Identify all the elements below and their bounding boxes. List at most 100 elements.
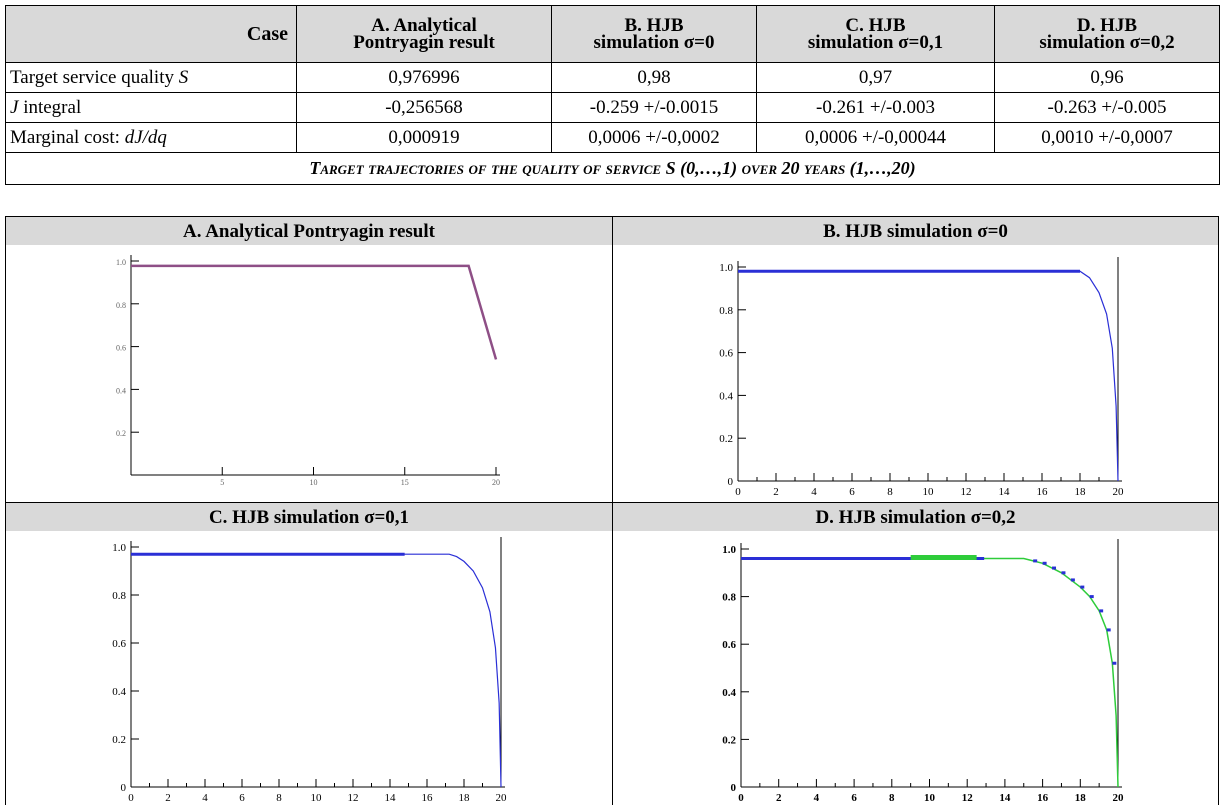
table-cell: 0,976996 <box>297 63 552 93</box>
table-cell: -0.263 +/-0.005 <box>995 93 1220 123</box>
y-tick-label: 1.0 <box>722 544 736 556</box>
y-tick-label: 0.6 <box>116 344 126 353</box>
y-tick-label: 0.8 <box>116 301 126 310</box>
series-line <box>738 271 1118 481</box>
panel-d: 0 2 4 6 8 10 12 14 16 18 20 0 0.2 0.4 0.6 0.8 1.0 <box>612 531 1219 805</box>
y-tick-label: 0 <box>121 782 127 794</box>
x-tick-label: 6 <box>851 792 857 804</box>
table-row: Target service quality S 0,976996 0,98 0… <box>6 63 1220 93</box>
x-tick-label: 20 <box>496 792 508 804</box>
table-cell: 0,98 <box>552 63 757 93</box>
x-tick-label: 4 <box>814 792 820 804</box>
row-label-text: Marginal cost: <box>10 127 125 148</box>
panel-c: 0 2 4 6 8 10 12 14 16 18 20 0 0.2 0.4 0.6 0.8 1.0 <box>5 531 613 805</box>
x-tick-label: 14 <box>999 792 1011 804</box>
row-label: Marginal cost: dJ/dq <box>6 123 297 153</box>
series-line <box>131 266 496 360</box>
x-tick-label: 0 <box>735 486 741 498</box>
panel-a: 5 10 15 20 0.2 0.4 0.6 0.8 1.0 <box>5 245 613 503</box>
x-tick-label: 20 <box>492 478 500 487</box>
header-a-line2: Pontryagin result <box>353 32 495 53</box>
series-line <box>131 554 501 787</box>
series-line <box>741 559 1118 787</box>
header-b-line2: simulation σ=0 <box>594 32 715 53</box>
header-b: B. HJB simulation σ=0 <box>552 6 757 63</box>
x-tick-label: 10 <box>923 486 935 498</box>
table-row: J integral -0,256568 -0.259 +/-0.0015 -0… <box>6 93 1220 123</box>
x-tick-label: 10 <box>311 792 323 804</box>
chart-c: 0 2 4 6 8 10 12 14 16 18 20 0 0.2 0.4 0.6 0.8 1.0 <box>6 531 612 805</box>
x-tick-label: 5 <box>220 478 224 487</box>
header-case: Case <box>6 6 297 63</box>
x-tick-label: 16 <box>1037 486 1049 498</box>
x-tick-label: 18 <box>459 792 471 804</box>
x-tick-label: 18 <box>1075 486 1087 498</box>
x-tick-label: 6 <box>849 486 855 498</box>
x-tick-label: 2 <box>776 792 782 804</box>
x-tick-label: 8 <box>887 486 893 498</box>
x-tick-label: 0 <box>738 792 744 804</box>
x-tick-label: 2 <box>773 486 779 498</box>
section-title-row: Target trajectories of the quality of se… <box>6 153 1220 185</box>
x-tick-label: 0 <box>128 792 134 804</box>
chart-a: 5 10 15 200.20.40.60.81.0 <box>6 245 612 503</box>
y-tick-label: 0.4 <box>719 390 733 402</box>
y-tick-label: 0.4 <box>116 386 126 395</box>
table-cell: -0,256568 <box>297 93 552 123</box>
y-tick-label: 1.0 <box>116 258 126 267</box>
table-cell: 0,97 <box>757 63 995 93</box>
header-d-line2: simulation σ=0,2 <box>1039 32 1174 53</box>
section-title: Target trajectories of the quality of se… <box>6 153 1220 185</box>
table-cell: 0,0006 +/-0,00044 <box>757 123 995 153</box>
y-tick-label: 1.0 <box>719 262 733 274</box>
chart-d: 0 2 4 6 8 10 12 14 16 18 20 0 0.2 0.4 0.6 0.8 1.0 <box>613 531 1218 805</box>
panel-b: 0 2 4 6 8 10 12 14 16 18 20 0 0.2 0.4 0.6 0.8 1.0 <box>612 245 1219 503</box>
row-label-symbol: dJ/dq <box>125 127 167 148</box>
y-tick-label: 0.6 <box>112 638 126 650</box>
x-tick-label: 15 <box>401 478 409 487</box>
y-tick-label: 0.2 <box>719 433 733 445</box>
y-tick-label: 0.8 <box>112 590 126 602</box>
results-table: Case A. Analytical Pontryagin result B. H… <box>5 5 1220 185</box>
table-cell: 0,000919 <box>297 123 552 153</box>
results-table-figure: Case A. Analytical Pontryagin result B. H… <box>5 5 1219 805</box>
y-tick-label: 0.8 <box>719 305 733 317</box>
x-tick-label: 20 <box>1113 486 1125 498</box>
x-tick-label: 6 <box>239 792 245 804</box>
header-c-line2: simulation σ=0,1 <box>808 32 943 53</box>
row-label-text: integral <box>18 97 81 118</box>
x-tick-label: 2 <box>165 792 171 804</box>
y-tick-label: 1.0 <box>112 542 126 554</box>
table-row: Marginal cost: dJ/dq 0,000919 0,0006 +/-… <box>6 123 1220 153</box>
row-label: J integral <box>6 93 297 123</box>
y-tick-label: 0.8 <box>722 592 736 604</box>
x-tick-label: 14 <box>999 486 1011 498</box>
y-tick-label: 0.4 <box>112 686 126 698</box>
x-tick-label: 12 <box>962 792 974 804</box>
y-tick-label: 0.2 <box>722 734 736 746</box>
y-tick-label: 0.4 <box>722 687 736 699</box>
x-tick-label: 16 <box>422 792 434 804</box>
header-c: C. HJB simulation σ=0,1 <box>757 6 995 63</box>
panel-c-title: C. HJB simulation σ=0,1 <box>5 502 613 532</box>
chart-b: 0 2 4 6 8 10 12 14 16 18 20 0 0.2 0.4 0.6 0.8 1.0 <box>613 245 1218 503</box>
table-cell: 0,96 <box>995 63 1220 93</box>
x-tick-label: 18 <box>1075 792 1087 804</box>
x-tick-label: 8 <box>889 792 895 804</box>
x-tick-label: 10 <box>924 792 936 804</box>
x-tick-label: 8 <box>276 792 282 804</box>
x-tick-label: 12 <box>348 792 359 804</box>
y-tick-label: 0.2 <box>112 734 126 746</box>
x-tick-label: 4 <box>811 486 817 498</box>
x-tick-label: 20 <box>1113 792 1125 804</box>
table-cell: -0.259 +/-0.0015 <box>552 93 757 123</box>
row-label-text: Target service quality <box>10 67 179 88</box>
x-tick-label: 14 <box>385 792 397 804</box>
y-tick-label: 0 <box>728 476 734 488</box>
y-tick-label: 0.6 <box>722 639 736 651</box>
panel-d-title: D. HJB simulation σ=0,2 <box>612 502 1219 532</box>
x-tick-label: 12 <box>961 486 972 498</box>
y-tick-label: 0 <box>731 782 737 794</box>
x-tick-label: 4 <box>202 792 208 804</box>
row-label: Target service quality S <box>6 63 297 93</box>
